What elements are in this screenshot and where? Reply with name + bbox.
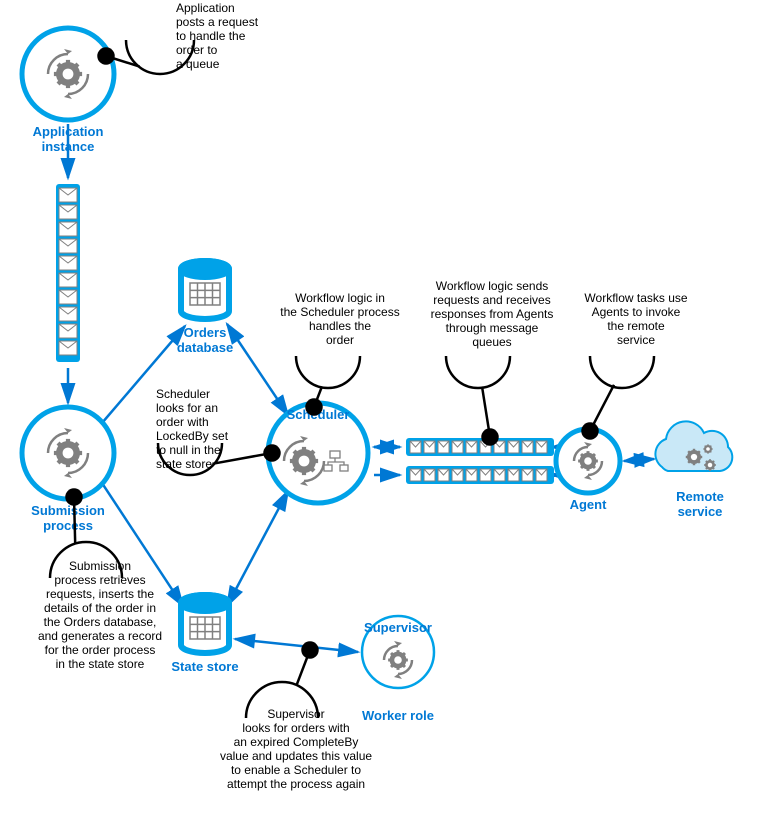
svg-text:order: order bbox=[326, 333, 354, 347]
svg-text:process: process bbox=[43, 518, 93, 533]
svg-text:state store: state store bbox=[156, 457, 212, 471]
svg-text:database: database bbox=[177, 340, 233, 355]
svg-text:requests and receives: requests and receives bbox=[433, 293, 550, 307]
svg-text:service: service bbox=[678, 504, 723, 519]
svg-text:Worker role: Worker role bbox=[362, 708, 434, 723]
svg-text:value and updates this value: value and updates this value bbox=[220, 749, 372, 763]
svg-text:through message: through message bbox=[446, 321, 539, 335]
svg-text:the remote: the remote bbox=[607, 319, 665, 333]
svg-text:Submission: Submission bbox=[69, 559, 131, 573]
svg-text:Scheduler: Scheduler bbox=[287, 407, 350, 422]
svg-text:instance: instance bbox=[42, 139, 95, 154]
message-queue bbox=[56, 184, 80, 362]
svg-text:looks for orders with: looks for orders with bbox=[242, 721, 349, 735]
svg-text:for the order process: for the order process bbox=[45, 643, 156, 657]
svg-text:Workflow logic sends: Workflow logic sends bbox=[436, 279, 549, 293]
svg-text:Supervisor: Supervisor bbox=[364, 620, 432, 635]
svg-text:Agents to invoke: Agents to invoke bbox=[592, 305, 681, 319]
svg-text:queues: queues bbox=[472, 335, 511, 349]
svg-text:responses from Agents: responses from Agents bbox=[431, 307, 554, 321]
db-label: State store bbox=[171, 659, 238, 674]
svg-text:in the state store: in the state store bbox=[56, 657, 145, 671]
svg-text:Supervisor: Supervisor bbox=[267, 707, 324, 721]
svg-text:details of the order in: details of the order in bbox=[44, 601, 156, 615]
svg-text:to handle the: to handle the bbox=[176, 29, 246, 43]
svg-text:the Orders database,: the Orders database, bbox=[44, 615, 157, 629]
svg-text:process retrieves: process retrieves bbox=[54, 573, 145, 587]
application-instance: Applicationinstance bbox=[22, 28, 114, 154]
svg-text:to null in the: to null in the bbox=[156, 443, 221, 457]
svg-text:order with: order with bbox=[156, 415, 209, 429]
svg-text:an expired CompleteBy: an expired CompleteBy bbox=[234, 735, 359, 749]
svg-text:Application: Application bbox=[176, 1, 235, 15]
svg-text:Submission: Submission bbox=[31, 503, 105, 518]
annotations: Applicationposts a requestto handle theo… bbox=[38, 1, 688, 791]
svg-text:posts a request: posts a request bbox=[176, 15, 259, 29]
svg-text:order to: order to bbox=[176, 43, 218, 57]
svg-text:LockedBy set: LockedBy set bbox=[156, 429, 229, 443]
svg-text:Application: Application bbox=[33, 124, 104, 139]
remote-service: Remoteservice bbox=[655, 421, 732, 519]
svg-text:handles the: handles the bbox=[309, 319, 371, 333]
message-queue bbox=[406, 438, 554, 456]
svg-text:service: service bbox=[617, 333, 655, 347]
db-label: Orders bbox=[184, 325, 227, 340]
svg-text:a queue: a queue bbox=[176, 57, 220, 71]
svg-text:to enable a Scheduler to: to enable a Scheduler to bbox=[231, 763, 361, 777]
supervisor: Supervisor Worker role bbox=[362, 616, 434, 723]
annotation: Applicationposts a requestto handle theo… bbox=[106, 1, 259, 74]
svg-text:Scheduler: Scheduler bbox=[156, 387, 210, 401]
svg-text:Workflow logic in: Workflow logic in bbox=[295, 291, 385, 305]
submission-process: Submissionprocess bbox=[22, 407, 114, 533]
message-queue bbox=[406, 466, 554, 484]
svg-text:Agent: Agent bbox=[570, 497, 608, 512]
svg-text:looks for an: looks for an bbox=[156, 401, 218, 415]
svg-text:attempt the process again: attempt the process again bbox=[227, 777, 365, 791]
svg-text:Remote: Remote bbox=[676, 489, 724, 504]
svg-text:Workflow tasks use: Workflow tasks use bbox=[584, 291, 687, 305]
database-icon: Ordersdatabase bbox=[177, 261, 233, 355]
agent: Agent bbox=[556, 429, 620, 512]
scheduler: Scheduler bbox=[268, 403, 368, 503]
svg-text:and generates a record: and generates a record bbox=[38, 629, 162, 643]
database-icon: State store bbox=[171, 595, 238, 674]
svg-text:the Scheduler process: the Scheduler process bbox=[280, 305, 399, 319]
svg-text:requests, inserts the: requests, inserts the bbox=[46, 587, 154, 601]
